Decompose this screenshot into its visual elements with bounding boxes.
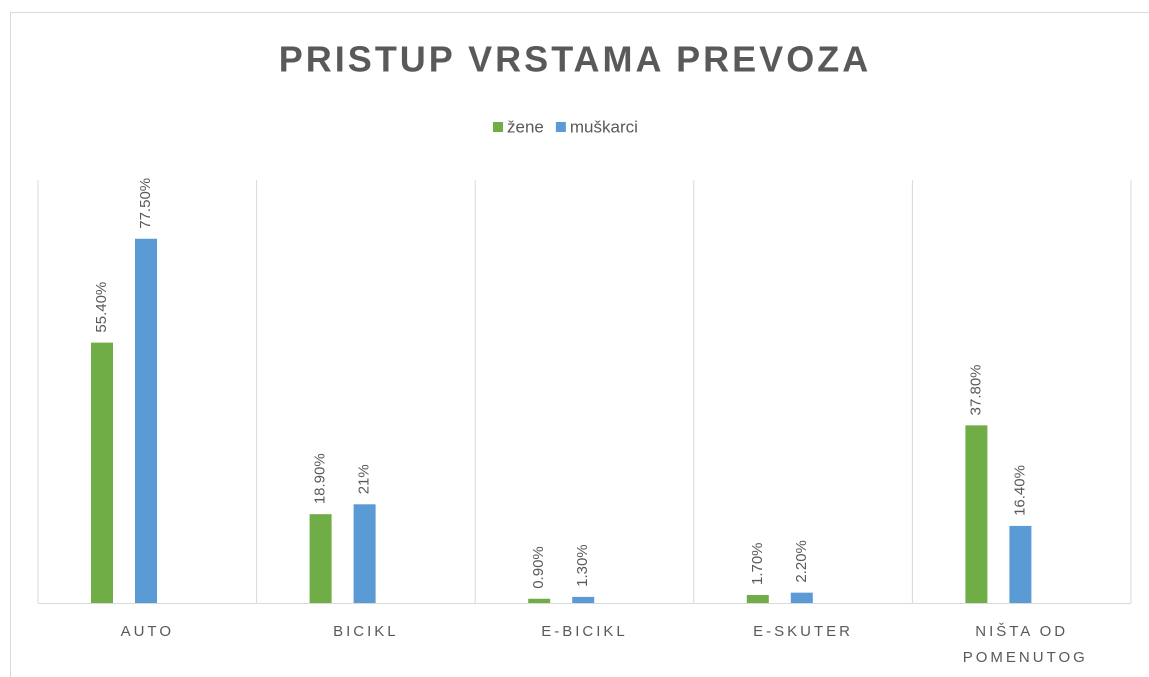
bar	[91, 342, 113, 603]
bar	[309, 514, 332, 603]
x-tick-label: E-SKUTER	[753, 623, 853, 640]
chart-frame	[10, 12, 1149, 677]
bar	[528, 598, 551, 603]
legend-label: žene	[507, 117, 544, 136]
value-label: 0.90%	[530, 546, 547, 589]
bar	[353, 504, 376, 603]
value-label: 55.40%	[93, 282, 110, 333]
value-label: 21%	[356, 464, 373, 494]
bar	[1009, 525, 1032, 603]
legend-label: muškarci	[570, 117, 638, 136]
value-label: 1.30%	[574, 544, 591, 587]
chart-title: PRISTUP VRSTAMA PREVOZA	[279, 39, 871, 80]
x-tick-label: BICIKL	[333, 623, 399, 640]
bar	[790, 592, 813, 603]
value-label: 2.20%	[793, 540, 810, 583]
bar	[135, 238, 157, 603]
value-label: 37.80%	[967, 364, 984, 415]
legend-swatch	[493, 122, 503, 132]
value-label: 1.70%	[749, 542, 766, 585]
x-tick-label: NIŠTA OD POMENUTOG	[956, 623, 1088, 666]
legend-swatch	[555, 122, 566, 132]
bar	[965, 425, 988, 603]
value-label: 16.40%	[1011, 465, 1028, 516]
x-tick-label: E-BICIKL	[541, 623, 628, 640]
bar	[746, 595, 769, 603]
value-label: 18.90%	[312, 453, 329, 504]
value-label: 77.50%	[137, 178, 154, 229]
bar	[572, 596, 595, 603]
x-tick-label: AUTO	[121, 623, 174, 640]
